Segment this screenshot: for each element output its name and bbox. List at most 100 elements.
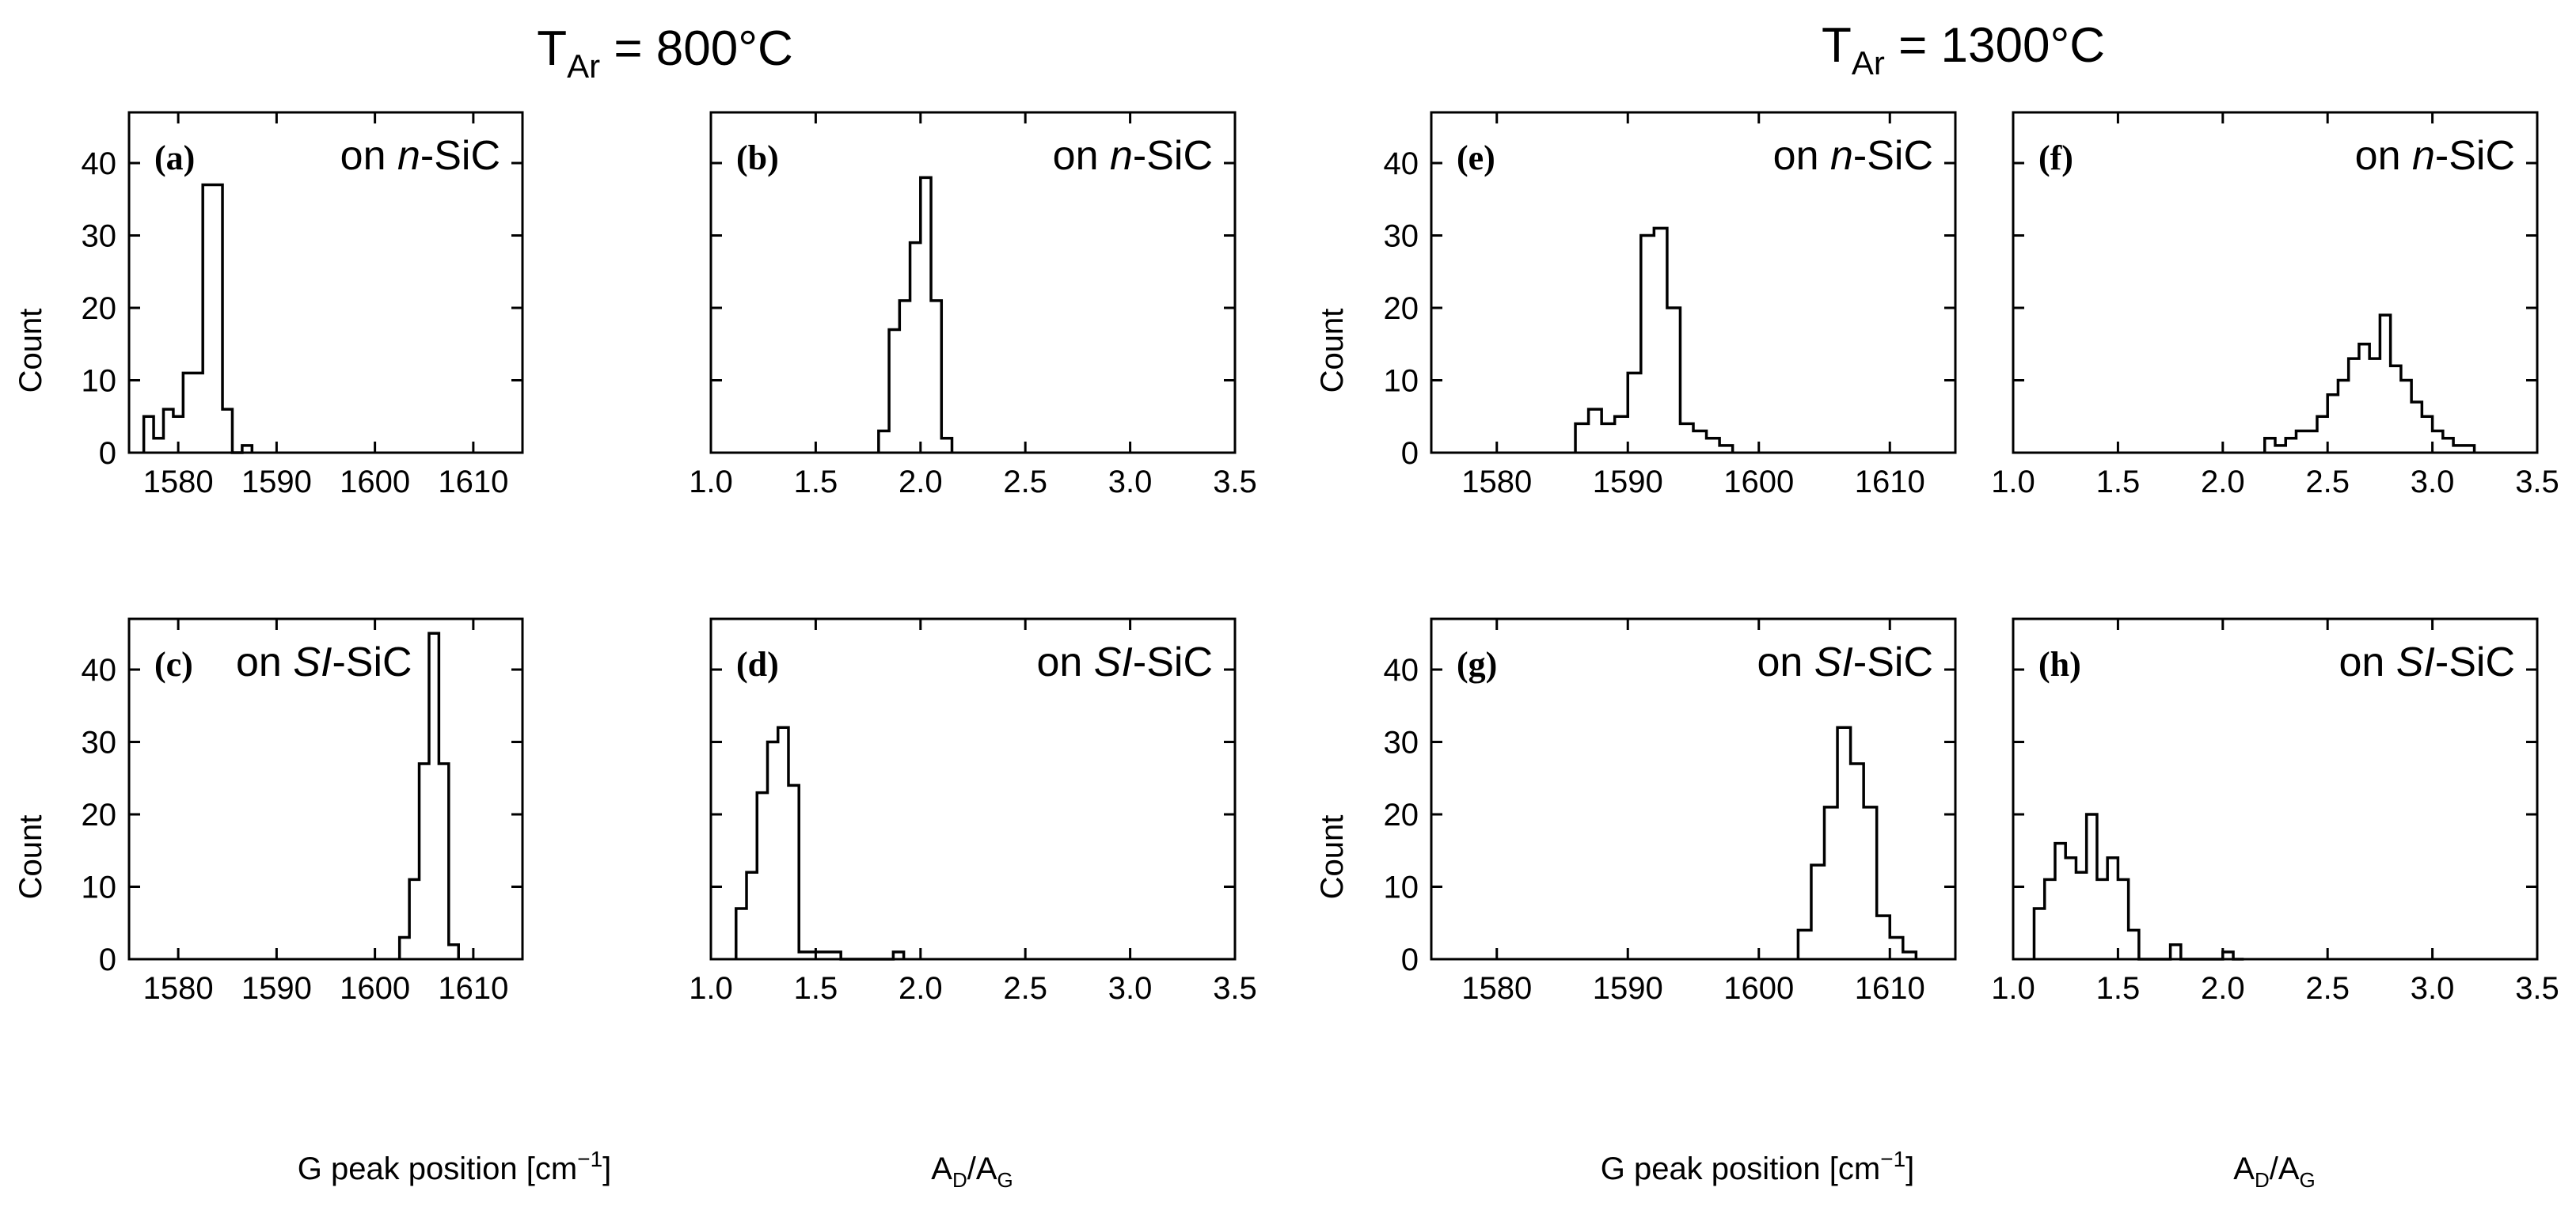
- panel-b: 1.0 1.5 2.0 2.5 3.0 3.5 (b) on n-SiC: [689, 111, 1257, 499]
- xtick-label-h-1: 1.5: [2096, 971, 2141, 1006]
- ytick-label-c-0: 0: [99, 943, 116, 977]
- xtick-label-h-0: 1.0: [1991, 971, 2035, 1006]
- hist-bin-c-0: [400, 938, 409, 959]
- hist-bin-g-4: [1851, 764, 1864, 959]
- ylabel-c: Count: [13, 815, 48, 900]
- hist-bin-a-4: [183, 373, 203, 453]
- xtick-label-e-3: 1610: [1855, 465, 1925, 499]
- hist-bin-f-18: [2453, 446, 2464, 453]
- ytick-label-a-0: 0: [99, 436, 116, 471]
- panel-letter-a: (a): [154, 138, 195, 177]
- panel-label-italic-e: n: [1830, 133, 1853, 179]
- plot-frame-a: [127, 111, 524, 454]
- hist-bin-g-2: [1825, 807, 1838, 959]
- ytick-label-e-3: 30: [1384, 219, 1419, 254]
- xtick-label-f-0: 1.0: [1991, 465, 2035, 499]
- ytick-label-e-1: 10: [1384, 364, 1419, 399]
- xtick-label-a-1: 1590: [241, 465, 312, 499]
- hist-bin-b-5: [931, 301, 941, 453]
- hist-bin-f-7: [2338, 381, 2348, 453]
- ylabel-e: Count: [1315, 309, 1350, 393]
- hist-bin-a-6: [222, 409, 232, 453]
- hist-bin-g-1: [1811, 865, 1825, 959]
- hist-bin-f-8: [2349, 359, 2359, 453]
- hist-bin-f-6: [2327, 395, 2338, 453]
- panel-letter-g: (g): [1457, 645, 1497, 684]
- panel-label-post-d: -SiC: [1133, 639, 1213, 685]
- ytick-label-c-2: 20: [82, 798, 117, 833]
- hist-bin-h-4: [2076, 872, 2086, 959]
- panel-label-post-g: -SiC: [1853, 639, 1933, 685]
- hist-bin-f-11: [2380, 315, 2390, 453]
- histogram-outline-f: [2263, 313, 2476, 453]
- hist-bin-d-3: [767, 742, 777, 959]
- xtick-label-b-3: 2.5: [1003, 465, 1047, 499]
- panel-label-h: on SI-SiC: [2339, 639, 2515, 685]
- ytick-label-a-4: 40: [82, 146, 117, 181]
- hist-bin-b-4: [921, 177, 931, 453]
- xtick-label-b-1: 1.5: [794, 465, 838, 499]
- xtick-label-a-3: 1610: [438, 465, 508, 499]
- panel-label-pre-b: on: [1053, 133, 1110, 179]
- hist-bin-h-1: [2045, 879, 2055, 959]
- ytick-label-a-1: 10: [82, 364, 117, 399]
- plot-frame-e: [1430, 111, 1957, 454]
- xtick-label-a-0: 1580: [143, 465, 214, 499]
- panel-f: 1.0 1.5 2.0 2.5 3.0 3.5 (f) on n-SiC: [1991, 111, 2559, 499]
- ytick-label-c-4: 40: [82, 653, 117, 688]
- hist-bin-f-19: [2464, 446, 2474, 453]
- xtick-label-d-0: 1.0: [689, 971, 733, 1006]
- panel-label-a: on n-SiC: [340, 133, 500, 179]
- group-title-1300: TAr = 1300°C: [1822, 18, 2105, 82]
- panel-label-italic-a: n: [397, 133, 420, 179]
- xtick-label-e-1: 1590: [1593, 465, 1663, 499]
- hist-bin-e-8: [1680, 423, 1693, 453]
- ytick-label-a-3: 30: [82, 219, 117, 254]
- xtick-label-c-2: 1600: [340, 971, 410, 1006]
- xtick-label-f-1: 1.5: [2096, 465, 2141, 499]
- panel-label-italic-g: SI: [1814, 639, 1853, 685]
- panel-label-pre-a: on: [340, 133, 397, 179]
- hist-bin-g-6: [1877, 916, 1890, 959]
- hist-bin-f-4: [2307, 431, 2317, 453]
- hist-bin-h-6: [2097, 879, 2107, 959]
- xtick-label-e-0: 1580: [1461, 465, 1532, 499]
- histogram-outline-g: [1796, 726, 1918, 959]
- hist-bin-e-10: [1707, 438, 1720, 453]
- hist-bin-e-2: [1601, 423, 1615, 453]
- plot-frame-h: [2012, 617, 2539, 961]
- xlabel-c: G peak position [cm−1]: [298, 1147, 612, 1186]
- ytick-label-g-1: 10: [1384, 871, 1419, 905]
- histogram-outline-e: [1574, 226, 1734, 453]
- hist-bin-e-1: [1589, 409, 1602, 453]
- hist-bin-e-5: [1641, 236, 1655, 453]
- hist-bin-c-1: [409, 879, 419, 959]
- hist-bin-d-5: [788, 785, 799, 959]
- hist-bin-h-0: [2034, 909, 2044, 959]
- hist-bin-g-0: [1798, 930, 1811, 959]
- hist-bin-e-6: [1654, 228, 1667, 453]
- panel-label-pre-f: on: [2355, 133, 2412, 179]
- hist-bin-f-2: [2285, 438, 2296, 453]
- panel-e: 1580 1590 1600 1610 0 10 20 30 40 (e) on n-SiC: [1384, 111, 1957, 499]
- panel-label-e: on n-SiC: [1773, 133, 1933, 179]
- xtick-label-e-2: 1600: [1723, 465, 1794, 499]
- plot-frame-g: [1430, 617, 1957, 961]
- xtick-label-d-5: 3.5: [1213, 971, 1257, 1006]
- plot-frame-c: [127, 617, 524, 961]
- panel-label-italic-d: SI: [1094, 639, 1133, 685]
- hist-bin-d-7: [809, 952, 819, 959]
- xlabel-d: AD/AG: [931, 1151, 1013, 1192]
- plot-frame-d: [709, 617, 1237, 961]
- xtick-label-c-0: 1580: [143, 971, 214, 1006]
- xtick-label-f-5: 3.5: [2515, 465, 2559, 499]
- panel-label-c: on SI-SiC: [236, 639, 412, 685]
- hist-bin-f-3: [2296, 431, 2306, 453]
- xlabel-g: G peak position [cm−1]: [1601, 1147, 1915, 1186]
- panel-letter-b: (b): [736, 138, 779, 177]
- xtick-label-d-3: 2.5: [1003, 971, 1047, 1006]
- hist-bin-a-5: [203, 184, 222, 453]
- panel-label-pre-g: on: [1757, 639, 1814, 685]
- panel-label-pre-e: on: [1773, 133, 1830, 179]
